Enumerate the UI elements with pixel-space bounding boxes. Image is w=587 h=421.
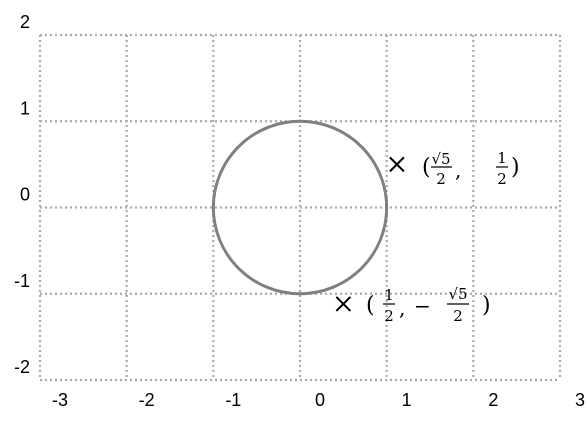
point-label-2: ( 1 2 , − √5 2 ) <box>366 285 491 325</box>
svg-text:): ) <box>482 293 491 318</box>
label-1-fraction-x: √5 2 <box>431 150 452 188</box>
y-tick-labels: 2 1 0 -1 -2 <box>14 12 30 377</box>
x-tick-labels: -3 -2 -1 0 1 2 3 <box>52 390 585 410</box>
label-1-fraction-y: 1 2 <box>496 149 508 188</box>
plot-shapes <box>211 119 405 312</box>
svg-text:2: 2 <box>497 170 507 188</box>
x-tick-label: 2 <box>488 390 498 410</box>
svg-text:(: ( <box>422 155 431 180</box>
svg-text:1: 1 <box>384 286 394 304</box>
svg-text:√5: √5 <box>448 285 467 303</box>
svg-text:2: 2 <box>384 307 394 325</box>
unit-circle <box>211 119 389 296</box>
x-tick-label: 0 <box>315 390 325 410</box>
y-tick-label: 0 <box>20 185 30 205</box>
grid-lines <box>38 33 562 382</box>
y-tick-label: -2 <box>14 357 30 377</box>
svg-text:1: 1 <box>497 149 507 167</box>
svg-text:,: , <box>399 296 405 320</box>
y-tick-label: 1 <box>20 98 30 118</box>
y-tick-label: -1 <box>14 271 30 291</box>
y-tick-label: 2 <box>20 12 30 32</box>
label-2-fraction-x: 1 2 <box>383 286 395 325</box>
label-2-fraction-y: √5 2 <box>447 285 469 325</box>
svg-text:,: , <box>455 158 461 182</box>
x-tick-label: -2 <box>139 390 155 410</box>
svg-text:2: 2 <box>436 170 446 188</box>
svg-text:√5: √5 <box>431 150 450 168</box>
point-label-1: ( √5 2 , 1 2 ) <box>422 149 520 188</box>
point-marker-1 <box>389 156 405 173</box>
svg-text:−: − <box>414 294 431 318</box>
svg-text:): ) <box>511 155 520 180</box>
svg-text:2: 2 <box>453 307 463 325</box>
point-marker-2 <box>335 296 352 312</box>
x-tick-label: 3 <box>575 390 585 410</box>
x-tick-label: -3 <box>52 390 68 410</box>
svg-text:(: ( <box>366 293 375 318</box>
x-tick-label: 1 <box>402 390 412 410</box>
x-tick-label: -1 <box>225 390 241 410</box>
